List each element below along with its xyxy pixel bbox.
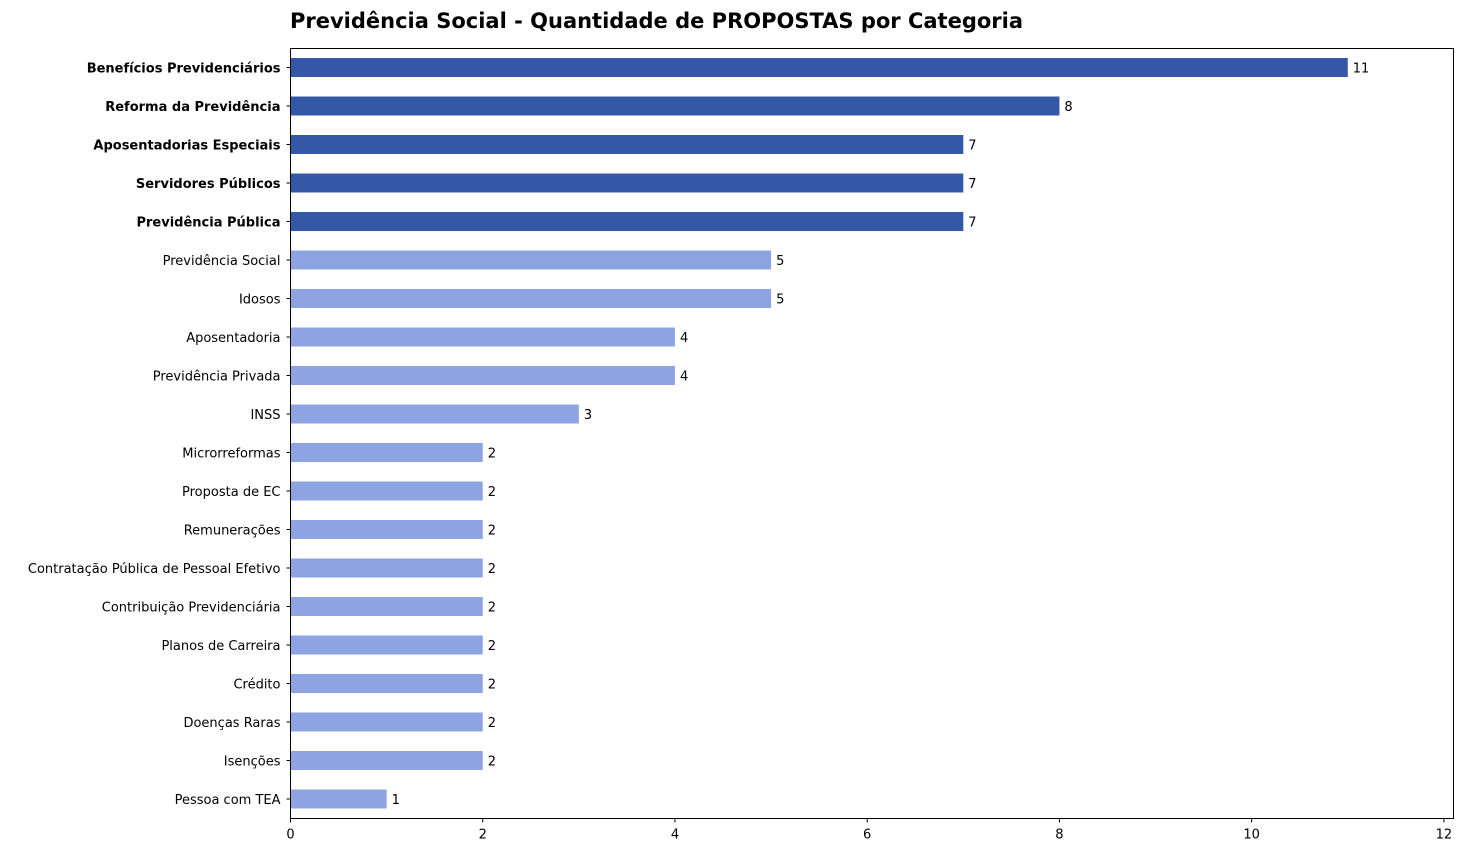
category-label: INSS: [250, 408, 280, 423]
category-label: Proposta de EC: [182, 485, 280, 500]
category-label: Contribuição Previdenciária: [102, 601, 281, 616]
value-labels: 11 8 7 7 7 5 5 4 4 3 2 2 2 2 2 2 2 2 2 1: [392, 62, 1370, 809]
category-label: Idosos: [239, 293, 281, 308]
bar: [290, 481, 483, 501]
data-label: 7: [968, 139, 976, 154]
category-label: Aposentadoria: [186, 331, 280, 346]
data-label: 11: [1353, 62, 1370, 77]
bar: [290, 289, 772, 308]
data-label: 2: [488, 639, 496, 654]
x-tick-label: 6: [863, 828, 871, 843]
category-label: Aposentadorias Especiais: [93, 139, 280, 154]
bar: [290, 443, 483, 462]
x-tick-label: 12: [1436, 828, 1453, 843]
category-label: Pessoa com TEA: [175, 793, 281, 808]
bar: [290, 58, 1348, 77]
category-label: Crédito: [233, 678, 280, 693]
bar: [290, 751, 483, 770]
category-label: Contratação Pública de Pessoal Efetivo: [28, 562, 281, 577]
data-label: 5: [776, 293, 784, 308]
category-label: Isenções: [224, 755, 281, 770]
x-tick-label: 2: [479, 828, 487, 843]
bars-group: [290, 58, 1348, 809]
data-label: 8: [1064, 100, 1072, 115]
data-label: 3: [584, 408, 592, 423]
bar: [290, 712, 483, 732]
bar: [290, 520, 483, 539]
data-label: 2: [488, 447, 496, 462]
chart-title: Previdência Social - Quantidade de PROPO…: [290, 9, 1023, 33]
category-label: Planos de Carreira: [161, 639, 280, 654]
data-label: 4: [680, 370, 688, 385]
data-label: 2: [488, 755, 496, 770]
category-labels: Benefícios Previdenciários Reforma da Pre…: [28, 62, 291, 808]
category-label: Servidores Públicos: [136, 177, 281, 192]
category-label: Previdência Social: [163, 254, 281, 269]
data-label: 7: [968, 216, 976, 231]
bar: [290, 597, 483, 616]
data-label: 2: [488, 524, 496, 539]
bar: [290, 674, 483, 693]
category-label: Benefícios Previdenciários: [87, 62, 281, 77]
data-label: 2: [488, 678, 496, 693]
category-label: Reforma da Previdência: [105, 100, 280, 115]
x-tick-label: 4: [671, 828, 679, 843]
data-label: 2: [488, 601, 496, 616]
category-label: Remunerações: [184, 524, 281, 539]
bar: [290, 789, 387, 809]
x-tick-label: 8: [1055, 828, 1063, 843]
bar: [290, 327, 675, 347]
bar: [290, 404, 579, 424]
bar: [290, 635, 483, 655]
x-tick-label: 10: [1243, 828, 1260, 843]
bar: [290, 135, 964, 154]
plot-frame: [290, 48, 1454, 819]
data-label: 5: [776, 254, 784, 269]
bar: [290, 212, 964, 231]
category-label: Microrreformas: [182, 447, 280, 462]
x-tick-label: 0: [286, 828, 294, 843]
data-label: 2: [488, 485, 496, 500]
bar: [290, 250, 772, 270]
category-label: Previdência Pública: [136, 216, 280, 231]
category-label: Previdência Privada: [153, 370, 281, 385]
data-label: 4: [680, 331, 688, 346]
data-label: 1: [392, 793, 400, 808]
bar: [290, 558, 483, 578]
data-label: 2: [488, 562, 496, 577]
data-label: 2: [488, 716, 496, 731]
x-axis: 0 2 4 6 8 10 12: [286, 818, 1453, 843]
bar: [290, 96, 1060, 116]
bar: [290, 366, 675, 385]
bar: [290, 173, 964, 193]
category-label: Doenças Raras: [183, 716, 280, 731]
data-label: 7: [968, 177, 976, 192]
